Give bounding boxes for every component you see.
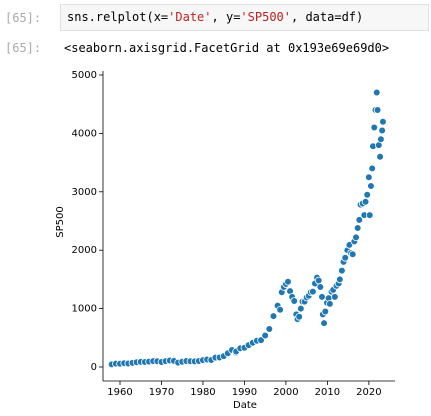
- point: [355, 216, 364, 224]
- point: [379, 117, 387, 126]
- y-tick-label: 2000: [72, 245, 97, 256]
- point: [365, 173, 373, 181]
- point: [261, 331, 269, 340]
- point: [376, 152, 384, 161]
- y-tick-label: 0: [91, 362, 97, 373]
- point: [276, 305, 284, 314]
- output-prompt: [65]:: [5, 41, 42, 55]
- point: [331, 293, 339, 301]
- point: [257, 336, 265, 344]
- x-tick-label: 1960: [107, 387, 132, 398]
- x-tick-label: 1970: [149, 387, 174, 398]
- point: [378, 126, 386, 135]
- point: [372, 88, 381, 97]
- point: [318, 293, 326, 301]
- point: [353, 224, 362, 232]
- point: [320, 319, 328, 327]
- point: [361, 197, 370, 206]
- x-tick-label: 1980: [190, 387, 215, 398]
- point: [309, 287, 317, 296]
- point: [367, 182, 375, 190]
- point: [321, 307, 330, 316]
- code: sns.relplot(x=: [67, 10, 169, 24]
- x-axis-label: Date: [233, 400, 257, 411]
- point: [297, 304, 305, 313]
- point: [284, 277, 292, 286]
- point: [373, 106, 382, 114]
- point: [314, 276, 323, 285]
- x-tick-label: 2010: [315, 387, 340, 398]
- y-tick-label: 5000: [72, 70, 97, 81]
- code-string: 'SP500': [240, 10, 291, 24]
- point: [295, 312, 303, 321]
- x-tick-label: 2020: [356, 387, 381, 398]
- point: [341, 253, 350, 262]
- y-tick-label: 3000: [72, 187, 97, 198]
- point: [365, 211, 374, 219]
- point: [265, 325, 274, 333]
- y-tick-label: 4000: [72, 128, 97, 139]
- point: [348, 250, 357, 259]
- input-prompt: [65]:: [5, 11, 42, 25]
- point: [352, 233, 360, 242]
- code-cell[interactable]: sns.relplot(x='Date', y='SP500', data=df…: [60, 4, 429, 31]
- code-string: 'Date': [168, 10, 212, 24]
- point: [290, 297, 299, 305]
- y-axis-label: SP500: [55, 206, 66, 237]
- point: [377, 135, 385, 144]
- output-text: <seaborn.axisgrid.FacetGrid at 0x193e69e…: [64, 41, 390, 55]
- x-tick-label: 2000: [273, 387, 298, 398]
- point: [370, 123, 379, 132]
- point: [338, 266, 346, 275]
- point: [368, 164, 376, 173]
- code: , y=: [211, 10, 241, 24]
- point: [269, 312, 278, 320]
- point: [363, 190, 372, 199]
- point: [326, 300, 334, 308]
- code: , data=df): [291, 10, 364, 24]
- x-tick-label: 1990: [232, 387, 257, 398]
- point: [316, 283, 325, 291]
- point: [336, 275, 344, 284]
- y-tick-label: 1000: [72, 304, 97, 315]
